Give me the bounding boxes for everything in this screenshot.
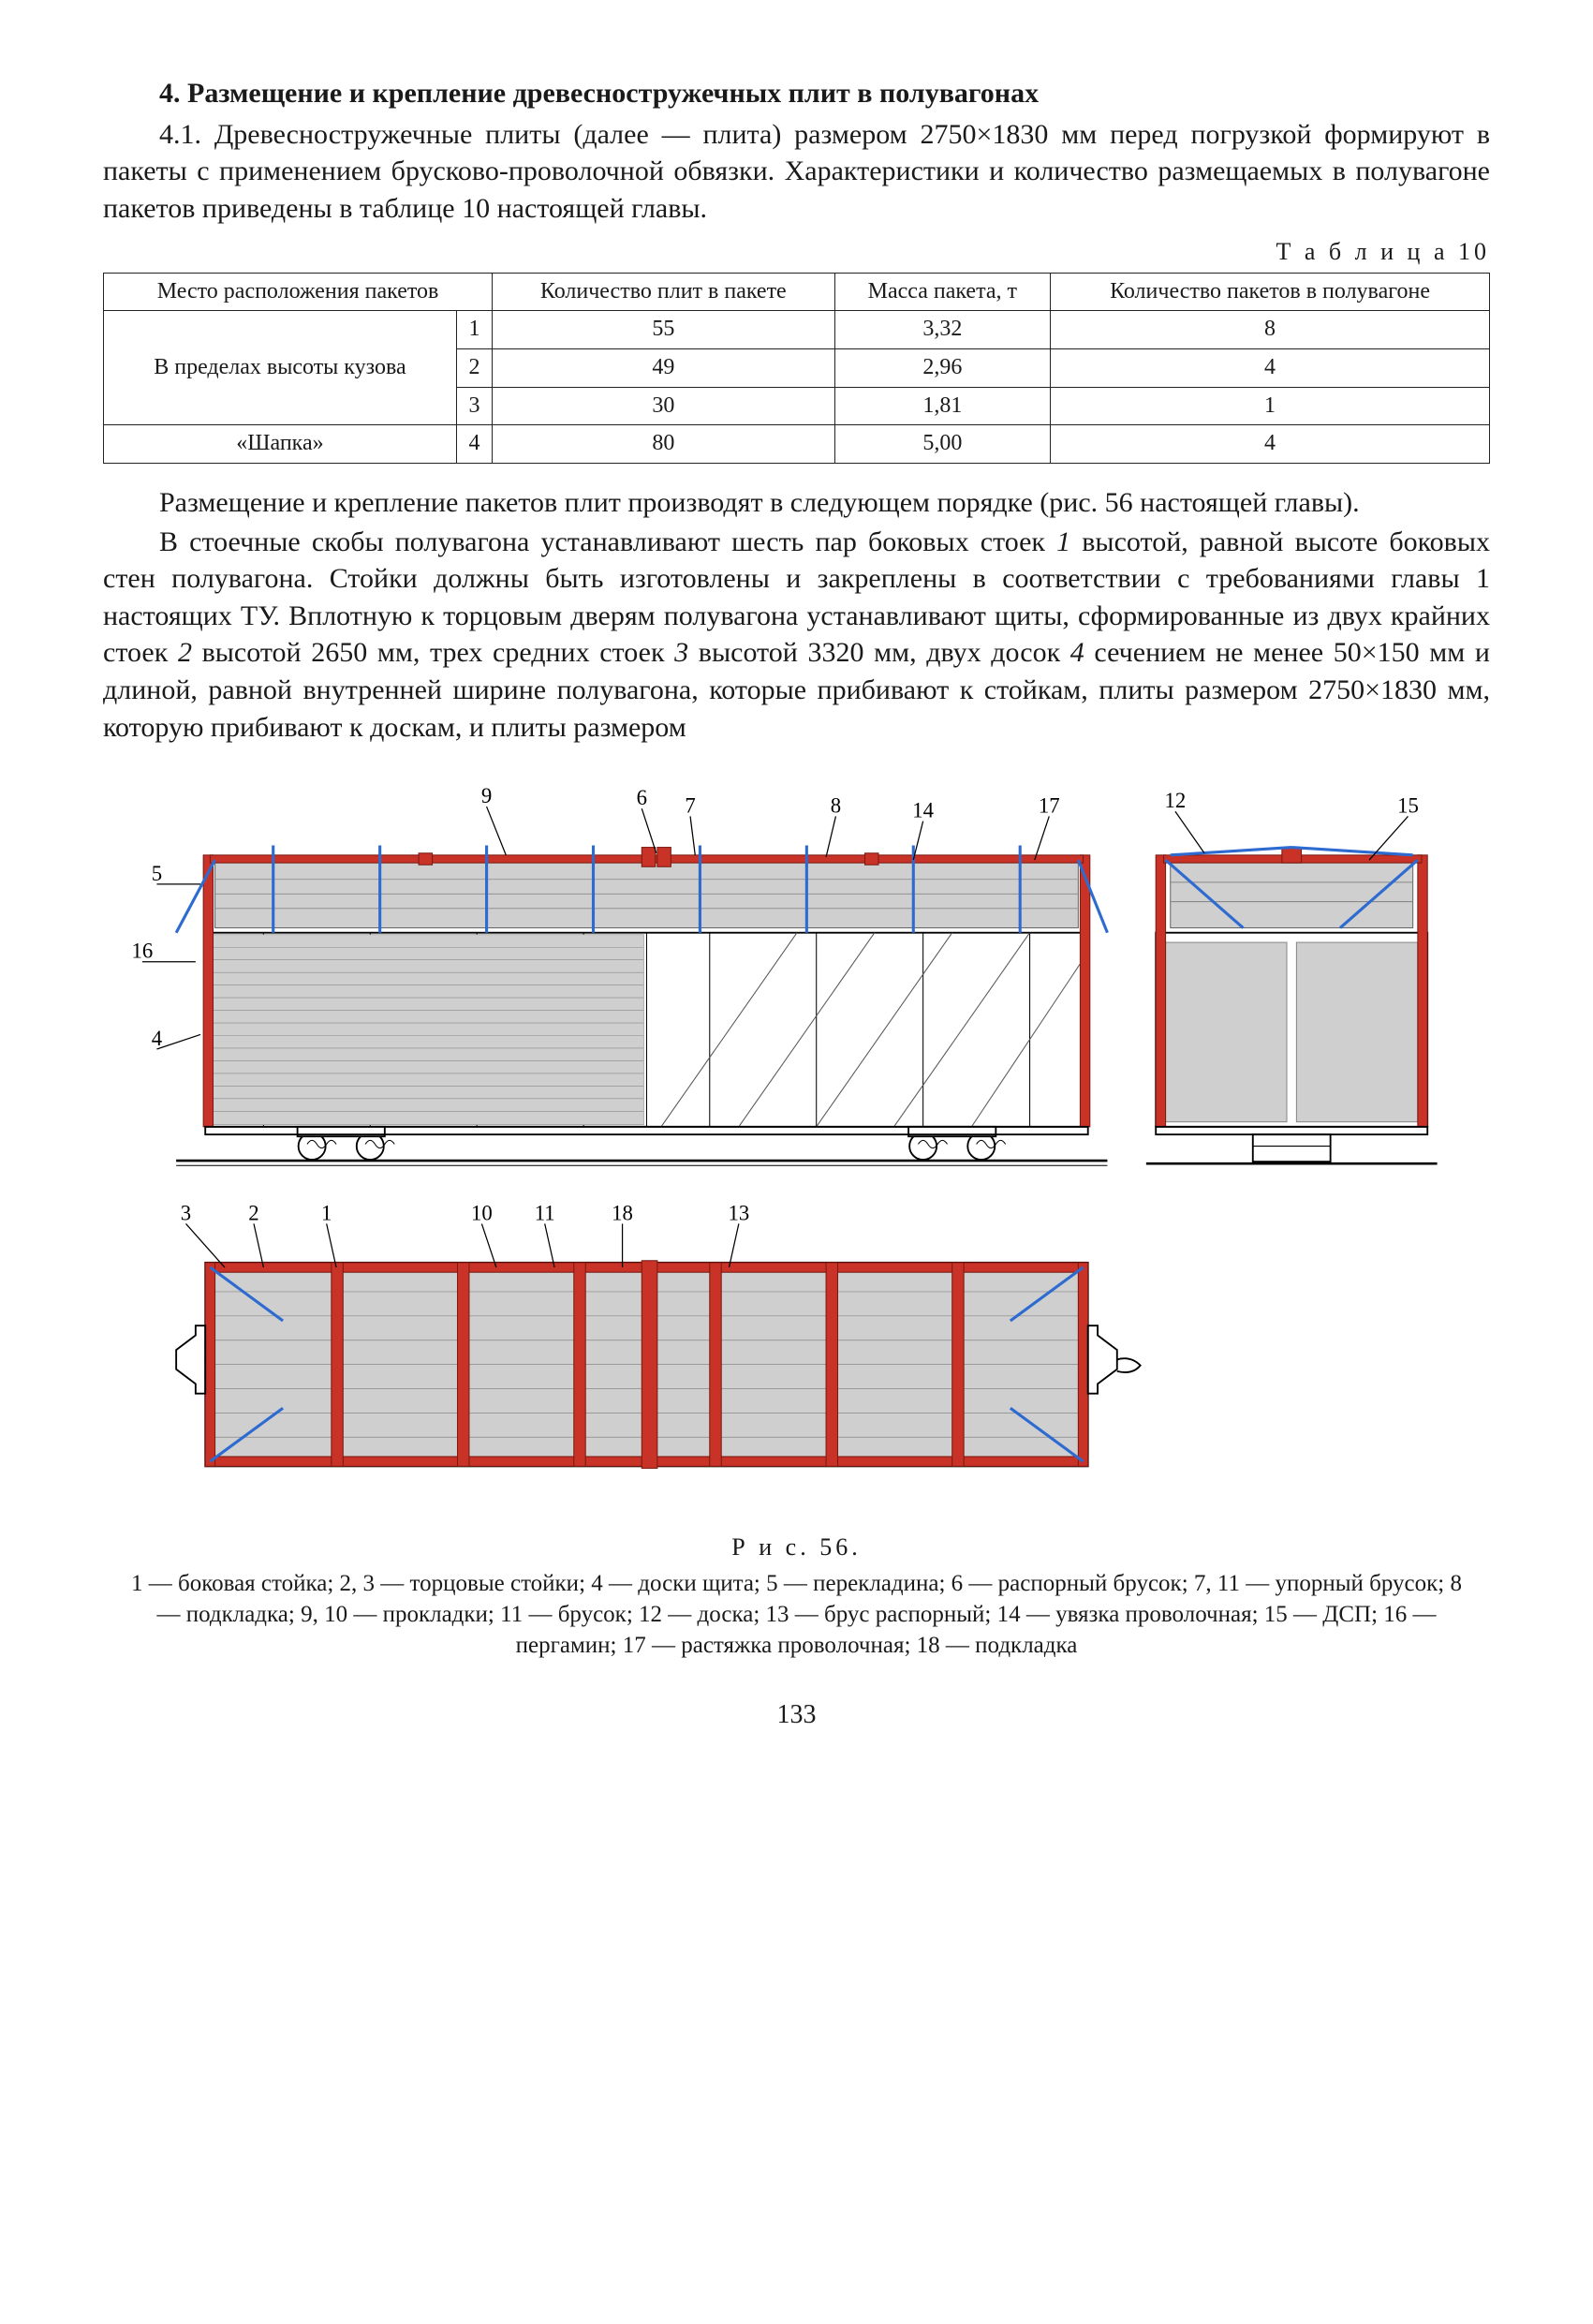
figure-56: 9 6 7 8 14 17 12 15 5 16 4 3 2 1 10 11 18 13: [118, 777, 1476, 1515]
row-group-2: «Шапка»: [104, 425, 457, 464]
svg-text:6: 6: [636, 786, 646, 809]
page-number: 133: [103, 1698, 1490, 1733]
paragraph-procedure: В стоечные скобы полувагона устанавливаю…: [103, 524, 1490, 747]
col-mass: Масса пакета, т: [834, 273, 1050, 311]
svg-text:5: 5: [151, 862, 161, 885]
paragraph-order: Размещение и крепление пакетов плит прои…: [103, 484, 1490, 522]
figure-56-title: Р и с. 56.: [103, 1532, 1490, 1563]
svg-text:3: 3: [180, 1201, 190, 1224]
svg-text:7: 7: [685, 793, 695, 817]
svg-text:10: 10: [471, 1201, 493, 1224]
col-count-plates: Количество плит в пакете: [493, 273, 835, 311]
row-group-1: В пределах высоты кузова: [104, 311, 457, 425]
section-heading: 4. Размещение и крепление древесноструже…: [103, 75, 1490, 112]
col-location: Место расположения пакетов: [104, 273, 493, 311]
svg-text:14: 14: [912, 799, 934, 822]
svg-text:18: 18: [612, 1201, 633, 1224]
svg-text:4: 4: [151, 1027, 162, 1050]
table-10-label: Т а б л и ц а 10: [103, 236, 1490, 268]
table-row: «Шапка» 4 80 5,00 4: [104, 425, 1490, 464]
svg-text:13: 13: [728, 1201, 749, 1224]
svg-text:1: 1: [320, 1201, 331, 1224]
figure-56-svg: 9 6 7 8 14 17 12 15 5 16 4 3 2 1 10 11 18 13: [118, 777, 1476, 1515]
paragraph-4-1: 4.1. Древесностружечные плиты (далее — п…: [103, 116, 1490, 228]
svg-text:15: 15: [1397, 793, 1419, 817]
figure-56-caption: 1 — боковая стойка; 2, 3 — торцовые стой…: [131, 1568, 1462, 1661]
table-10: Место расположения пакетов Количество пл…: [103, 273, 1490, 464]
svg-text:17: 17: [1038, 793, 1059, 817]
svg-text:11: 11: [534, 1201, 554, 1224]
svg-text:9: 9: [480, 784, 491, 807]
svg-text:12: 12: [1164, 789, 1186, 812]
col-count-packs: Количество пакетов в полувагоне: [1051, 273, 1490, 311]
svg-text:16: 16: [131, 940, 153, 963]
svg-text:8: 8: [830, 793, 840, 817]
table-row: В пределах высоты кузова 1 55 3,32 8: [104, 311, 1490, 349]
svg-text:2: 2: [248, 1201, 258, 1224]
